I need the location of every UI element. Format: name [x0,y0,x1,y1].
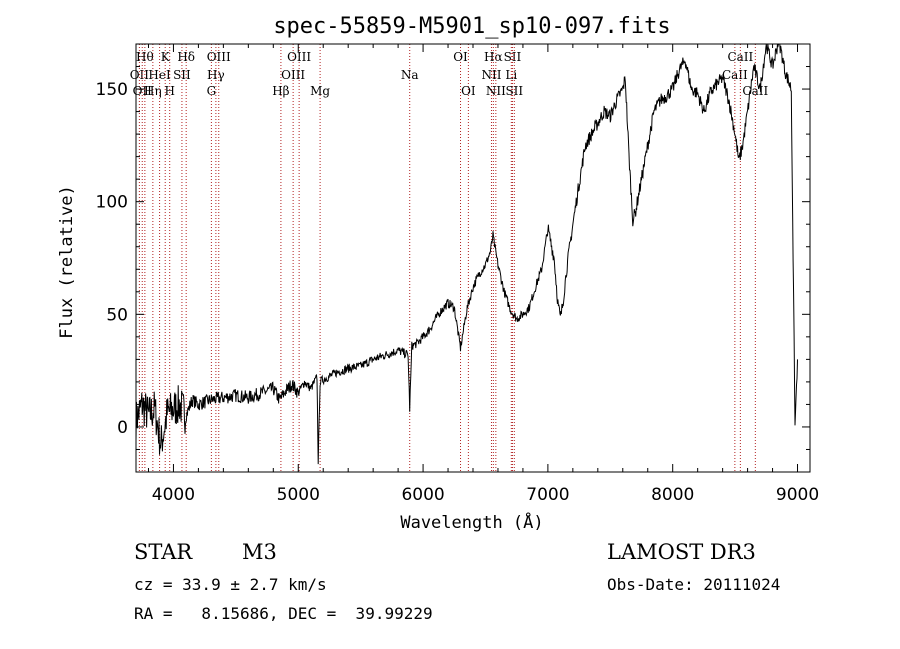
line-label: HeI [148,68,171,82]
line-label: OIII [281,68,305,82]
y-tick-label: 50 [106,305,128,325]
coordinates: RA = 8.15686, DEC = 39.99229 [134,604,433,623]
x-tick-label: 6000 [401,485,444,505]
line-label: Hθ [136,50,154,64]
line-label: OIII [287,50,311,64]
line-label: OII [130,68,150,82]
line-label: CaII [727,50,753,64]
line-label: SII [505,84,523,98]
line-label: OI [453,50,468,64]
chart-title: spec-55859-M5901_sp10-097.fits [273,14,670,39]
line-label: NII [481,68,501,82]
line-label: OII [133,84,153,98]
x-tick-label: 5000 [277,485,320,505]
x-axis-label: Wavelength (Å) [400,511,543,533]
y-tick-label: 150 [96,80,128,100]
line-label: H [164,84,174,98]
x-tick-label: 9000 [776,485,819,505]
line-label: Hβ [272,84,289,98]
spectral-line-markers: OII OII Hθ Hη HeI K H SII Hδ G Hγ OIII Hβ OIII OIII Mg N… [130,44,768,472]
line-label: K [161,50,171,64]
line-label: Hδ [177,50,195,64]
line-label: CaII [722,68,748,82]
line-label: OI [461,84,476,98]
series-flux [135,43,798,465]
survey-name: LAMOST DR3 [607,540,756,564]
line-label: NII [486,84,506,98]
y-axis-label: Flux (relative) [57,185,77,339]
x-tick-label: 7000 [526,485,569,505]
line-label: Li [505,68,517,82]
y-tick-label: 0 [117,418,128,438]
line-label: Hγ [207,68,225,82]
line-label: OIII [207,50,231,64]
series-layer [135,43,798,465]
redshift-velocity: cz = 33.9 ± 2.7 km/s [134,575,327,594]
axis-ticks: 4000 5000 6000 7000 8000 9000 0 50 100 150 [96,43,819,505]
line-label: Hα [484,50,503,64]
line-label: Hη [144,84,162,98]
line-label: CaII [742,84,768,98]
observation-date: Obs-Date: 20111024 [607,575,781,594]
object-class: STAR [134,540,193,564]
object-subclass: M3 [242,540,277,564]
line-label: G [207,84,217,98]
plot-frame [135,43,811,473]
line-label: Na [401,68,419,82]
y-tick-label: 100 [96,193,128,213]
line-label: SII [173,68,191,82]
line-label: Mg [310,84,330,98]
line-label: SII [504,50,522,64]
x-tick-label: 8000 [651,485,694,505]
x-tick-label: 4000 [152,485,195,505]
